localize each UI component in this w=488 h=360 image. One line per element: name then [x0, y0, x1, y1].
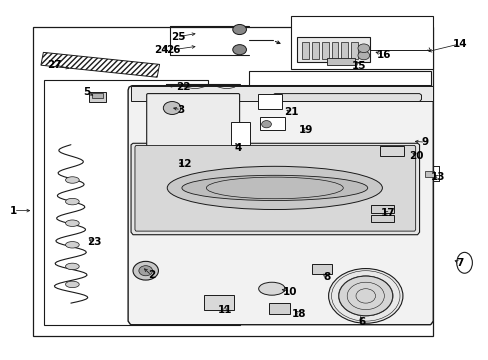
Text: 24: 24	[154, 45, 168, 55]
Polygon shape	[146, 94, 239, 192]
Polygon shape	[44, 80, 239, 325]
Ellipse shape	[65, 242, 79, 248]
Circle shape	[133, 261, 158, 280]
Polygon shape	[272, 94, 421, 102]
Circle shape	[232, 45, 246, 55]
Bar	[380, 146, 403, 156]
Bar	[268, 303, 290, 314]
Text: 11: 11	[217, 305, 232, 315]
Bar	[370, 205, 393, 213]
Bar	[370, 215, 393, 222]
Bar	[204, 295, 233, 310]
Ellipse shape	[65, 281, 79, 288]
Bar	[302, 42, 308, 59]
Ellipse shape	[65, 263, 79, 270]
Text: 5: 5	[83, 87, 90, 97]
Text: 2: 2	[148, 270, 155, 280]
Ellipse shape	[65, 198, 79, 205]
Circle shape	[328, 269, 402, 323]
Text: 9: 9	[421, 137, 428, 147]
Circle shape	[232, 24, 246, 35]
Text: 1: 1	[10, 206, 17, 216]
Text: 20: 20	[408, 150, 423, 161]
Text: 23: 23	[86, 237, 101, 247]
Text: 6: 6	[358, 317, 365, 327]
Text: 22: 22	[175, 82, 190, 92]
Bar	[92, 93, 102, 98]
Polygon shape	[135, 145, 415, 231]
Text: 17: 17	[380, 208, 395, 218]
Bar	[131, 86, 432, 101]
Bar	[258, 94, 281, 109]
Bar	[311, 264, 331, 274]
Circle shape	[357, 51, 369, 60]
Bar	[290, 16, 432, 69]
Text: 4: 4	[234, 143, 242, 153]
Bar	[350, 42, 357, 59]
Circle shape	[261, 121, 271, 128]
Circle shape	[338, 276, 392, 316]
Ellipse shape	[65, 177, 79, 183]
Bar	[89, 92, 105, 102]
Text: 21: 21	[284, 107, 298, 117]
Text: 27: 27	[47, 60, 62, 70]
Text: 10: 10	[283, 287, 297, 297]
Text: 3: 3	[177, 105, 184, 115]
Bar	[321, 42, 328, 59]
Bar	[249, 71, 430, 192]
Bar	[326, 58, 354, 65]
Bar	[33, 27, 432, 336]
Bar	[260, 117, 284, 130]
Bar	[331, 42, 338, 59]
Text: 16: 16	[376, 50, 391, 60]
Circle shape	[139, 266, 152, 276]
Polygon shape	[41, 52, 159, 77]
Ellipse shape	[258, 282, 285, 295]
Text: 19: 19	[298, 125, 313, 135]
Polygon shape	[131, 143, 419, 235]
Ellipse shape	[182, 175, 367, 201]
Text: 12: 12	[177, 159, 192, 169]
Text: 15: 15	[351, 60, 366, 71]
Bar	[425, 171, 433, 177]
Bar	[230, 122, 250, 145]
Polygon shape	[128, 86, 432, 325]
Circle shape	[163, 102, 181, 114]
Text: 13: 13	[430, 172, 445, 182]
Ellipse shape	[456, 252, 471, 273]
Circle shape	[357, 44, 369, 53]
Text: 18: 18	[291, 309, 306, 319]
Bar	[297, 37, 369, 62]
Ellipse shape	[167, 166, 382, 210]
Ellipse shape	[65, 220, 79, 226]
Text: 25: 25	[170, 32, 185, 42]
Text: 7: 7	[455, 258, 463, 268]
Bar	[341, 42, 347, 59]
Bar	[311, 42, 318, 59]
Text: 14: 14	[451, 39, 466, 49]
Text: 8: 8	[323, 272, 329, 282]
Text: 26: 26	[165, 45, 180, 55]
